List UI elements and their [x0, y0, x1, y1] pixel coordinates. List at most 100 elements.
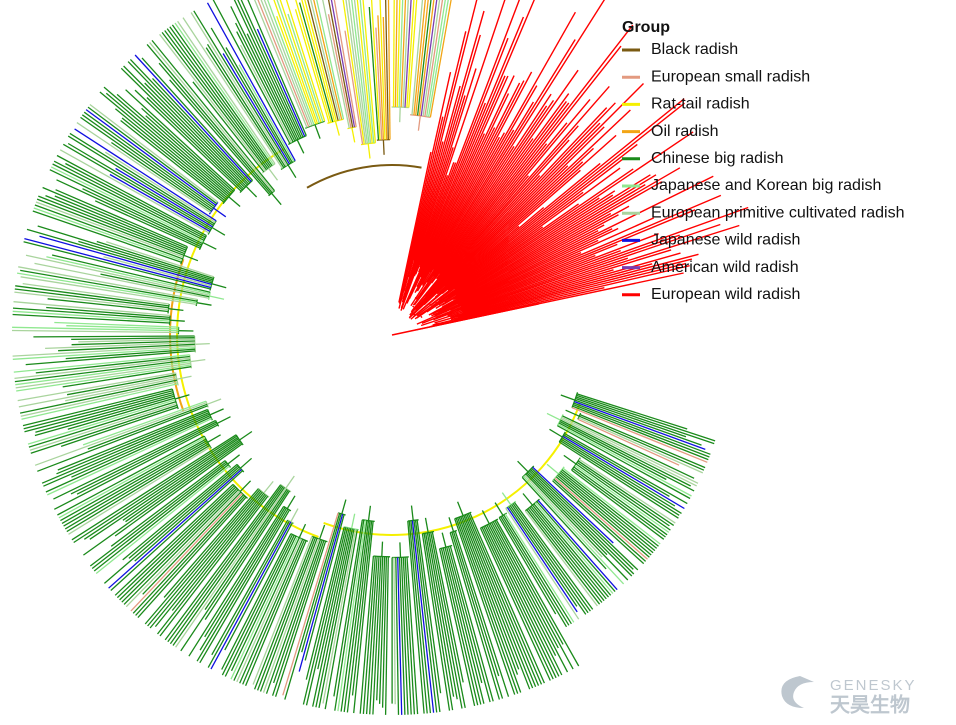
branch: [534, 502, 614, 594]
branch: [87, 106, 218, 205]
branch: [310, 0, 341, 121]
branch: [456, 501, 464, 516]
branch: [508, 506, 578, 607]
branch: [419, 71, 533, 283]
branch: [20, 276, 197, 306]
branch: [446, 546, 483, 684]
branch: [199, 507, 288, 651]
branch: [105, 92, 230, 198]
branch: [161, 32, 268, 171]
branch: [39, 235, 212, 286]
branch: [575, 397, 687, 438]
branch: [555, 476, 650, 558]
branch: [402, 0, 409, 108]
branch: [149, 41, 274, 193]
branch: [61, 440, 208, 524]
branch: [159, 33, 266, 172]
branch: [435, 243, 618, 319]
branch-arc: [207, 292, 211, 301]
branch: [55, 189, 188, 248]
branch-arc: [169, 258, 185, 412]
branch: [577, 418, 680, 466]
branch: [399, 107, 401, 123]
branch: [322, 529, 357, 704]
branch: [83, 436, 239, 540]
branch: [211, 226, 226, 236]
branch-arc: [287, 135, 307, 145]
branch: [576, 394, 716, 442]
branch: [365, 556, 378, 715]
branch: [575, 463, 671, 531]
branch: [210, 27, 292, 164]
branch: [513, 502, 594, 610]
branch: [207, 434, 221, 443]
branch: [272, 539, 323, 684]
branch: [450, 253, 699, 321]
branch: [96, 240, 214, 280]
branch: [451, 531, 504, 699]
branch: [41, 412, 210, 484]
branch: [553, 478, 647, 562]
branch: [404, 0, 412, 108]
branch: [206, 43, 286, 168]
branch: [17, 372, 176, 402]
branch: [412, 225, 520, 318]
branch: [89, 461, 227, 567]
branch: [385, 0, 389, 140]
branch: [351, 127, 356, 143]
branch: [122, 439, 240, 521]
branch: [16, 364, 191, 392]
branch: [256, 28, 306, 137]
branch: [132, 494, 244, 614]
branch: [549, 428, 563, 438]
branch: [454, 518, 516, 695]
branch: [564, 432, 688, 505]
branch: [227, 454, 240, 465]
branch: [192, 81, 265, 173]
branch: [454, 258, 693, 320]
branch: [438, 548, 476, 707]
branch: [305, 527, 349, 706]
branch: [382, 16, 388, 140]
branch: [164, 30, 269, 170]
branch: [408, 520, 428, 714]
branch: [424, 175, 530, 297]
branch: [46, 306, 171, 319]
branch: [457, 227, 619, 305]
branch: [419, 102, 486, 265]
branch: [23, 241, 211, 290]
branch: [432, 83, 644, 295]
branch: [400, 175, 449, 309]
branch: [460, 209, 696, 308]
branch: [54, 424, 219, 510]
branch: [552, 480, 645, 565]
branch: [37, 225, 214, 281]
branch-arc: [224, 460, 232, 468]
branch: [49, 169, 203, 244]
branch: [159, 495, 269, 637]
branch: [483, 526, 557, 679]
legend-label: Japanese and Korean big radish: [651, 177, 881, 194]
branch: [342, 0, 365, 145]
branch: [487, 523, 557, 656]
branch: [417, 115, 421, 131]
branch: [71, 415, 211, 478]
branch: [384, 556, 389, 715]
branch: [21, 383, 178, 420]
branch: [437, 229, 599, 313]
branch: [123, 65, 246, 189]
branch: [455, 174, 651, 297]
branch: [337, 520, 367, 712]
branch-arc: [360, 142, 376, 146]
branch: [71, 340, 195, 346]
branch: [462, 224, 740, 314]
branch: [414, 520, 441, 713]
branch: [11, 329, 179, 334]
branch: [395, 557, 400, 715]
branch: [561, 416, 699, 484]
branch: [442, 547, 482, 705]
branch: [492, 521, 574, 670]
branch: [235, 22, 296, 142]
branch: [64, 443, 209, 530]
branch: [127, 61, 248, 186]
